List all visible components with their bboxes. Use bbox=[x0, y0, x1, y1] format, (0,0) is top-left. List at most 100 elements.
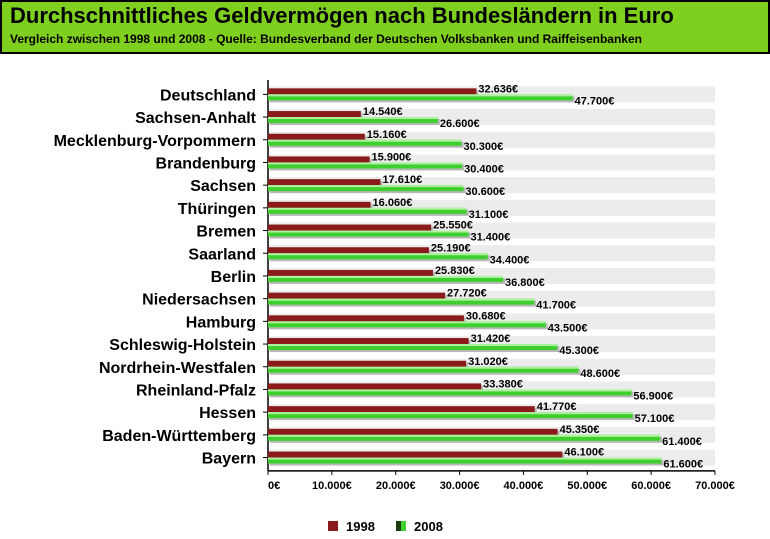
bar-2008 bbox=[268, 162, 463, 169]
bar-2008 bbox=[268, 389, 632, 396]
bar-1998 bbox=[268, 133, 365, 140]
bar-1998 bbox=[268, 451, 563, 458]
value-label-2008: 30.600€ bbox=[465, 186, 505, 198]
legend-swatch-1998 bbox=[328, 521, 338, 531]
bar-1998 bbox=[268, 338, 469, 345]
value-label-1998: 32.636€ bbox=[478, 83, 518, 95]
bar-2008 bbox=[268, 253, 488, 260]
x-tick-label: 0€ bbox=[268, 480, 280, 492]
value-label-2008: 57.100€ bbox=[635, 413, 675, 425]
value-label-1998: 15.900€ bbox=[372, 151, 412, 163]
value-label-1998: 41.770€ bbox=[537, 401, 577, 413]
category-label: Deutschland bbox=[160, 87, 256, 104]
bar-1998 bbox=[268, 88, 477, 95]
value-label-1998: 31.020€ bbox=[468, 356, 508, 368]
category-label: Schleswig-Holstein bbox=[109, 337, 256, 354]
value-label-1998: 17.610€ bbox=[382, 174, 422, 186]
value-label-2008: 61.400€ bbox=[662, 436, 702, 448]
value-label-2008: 56.900€ bbox=[633, 390, 673, 402]
category-label: Thüringen bbox=[178, 201, 256, 218]
value-label-1998: 25.190€ bbox=[431, 242, 471, 254]
bar-1998 bbox=[268, 269, 433, 276]
category-label: Sachsen-Anhalt bbox=[135, 110, 257, 127]
bar-2008 bbox=[268, 457, 662, 464]
bar-1998 bbox=[268, 292, 446, 299]
value-label-2008: 41.700€ bbox=[536, 300, 576, 312]
bar-2008 bbox=[268, 298, 535, 305]
category-label: Saarland bbox=[188, 246, 256, 263]
bar-1998 bbox=[268, 247, 429, 254]
category-label: Nordrhein-Westfalen bbox=[99, 360, 256, 377]
value-label-2008: 30.400€ bbox=[464, 163, 504, 175]
value-label-2008: 45.300€ bbox=[559, 345, 599, 357]
category-label: Bayern bbox=[202, 451, 256, 468]
value-label-1998: 46.100€ bbox=[564, 447, 604, 459]
bar-2008 bbox=[268, 366, 579, 373]
bar-2008 bbox=[268, 275, 503, 282]
bar-2008 bbox=[268, 344, 558, 351]
x-tick-label: 10.000€ bbox=[312, 480, 352, 492]
value-label-2008: 26.600€ bbox=[440, 118, 480, 130]
legend-swatch-2008-shade bbox=[396, 521, 401, 531]
bar-2008-highlight bbox=[268, 162, 463, 165]
bar-2008-highlight bbox=[268, 230, 469, 233]
value-label-1998: 31.420€ bbox=[471, 333, 511, 345]
bar-1998 bbox=[268, 156, 370, 163]
value-label-1998: 16.060€ bbox=[373, 197, 413, 209]
bar-1998 bbox=[268, 428, 558, 435]
bar-1998 bbox=[268, 315, 464, 322]
bar-2008-highlight bbox=[268, 457, 662, 460]
bar-1998 bbox=[268, 111, 361, 118]
value-label-1998: 33.380€ bbox=[483, 378, 523, 390]
bar-2008-highlight bbox=[268, 139, 462, 142]
x-tick-label: 60.000€ bbox=[631, 480, 671, 492]
bar-2008-highlight bbox=[268, 321, 546, 324]
category-label: Hessen bbox=[199, 405, 256, 422]
value-label-2008: 31.100€ bbox=[469, 209, 509, 221]
bar-2008-highlight bbox=[268, 185, 464, 188]
value-label-1998: 45.350€ bbox=[560, 424, 600, 436]
category-label: Baden-Württemberg bbox=[102, 428, 256, 445]
bar-2008-highlight bbox=[268, 344, 558, 347]
bar-2008-highlight bbox=[268, 366, 579, 369]
category-label: Brandenburg bbox=[156, 155, 256, 172]
x-tick-label: 30.000€ bbox=[440, 480, 480, 492]
category-label: Berlin bbox=[211, 269, 256, 286]
category-label: Bremen bbox=[196, 224, 256, 241]
value-label-1998: 15.160€ bbox=[367, 129, 407, 141]
category-label: Rheinland-Pfalz bbox=[136, 382, 256, 399]
bar-1998 bbox=[268, 224, 432, 231]
bar-1998 bbox=[268, 201, 371, 208]
bar-2008 bbox=[268, 321, 546, 328]
chart-title: Durchschnittliches Geldvermögen nach Bun… bbox=[10, 3, 674, 28]
value-label-1998: 14.540€ bbox=[363, 106, 403, 118]
bar-1998 bbox=[268, 383, 482, 390]
value-label-2008: 43.500€ bbox=[548, 322, 588, 334]
bar-2008-highlight bbox=[268, 207, 467, 210]
value-label-1998: 27.720€ bbox=[447, 288, 487, 300]
x-tick-label: 40.000€ bbox=[504, 480, 544, 492]
bar-1998 bbox=[268, 179, 381, 186]
category-label: Hamburg bbox=[186, 314, 256, 331]
value-label-2008: 30.300€ bbox=[463, 141, 503, 153]
bar-2008-highlight bbox=[268, 275, 503, 278]
value-label-2008: 31.400€ bbox=[471, 232, 511, 244]
bar-2008 bbox=[268, 139, 462, 146]
x-tick-label: 20.000€ bbox=[376, 480, 416, 492]
value-label-2008: 36.800€ bbox=[505, 277, 545, 289]
category-label: Mecklenburg-Vorpommern bbox=[54, 133, 256, 150]
bar-2008 bbox=[268, 434, 661, 441]
category-label: Niedersachsen bbox=[142, 292, 256, 309]
bar-2008 bbox=[268, 207, 467, 214]
bar-2008-highlight bbox=[268, 117, 438, 120]
value-label-2008: 61.600€ bbox=[663, 459, 703, 471]
bar-2008 bbox=[268, 185, 464, 192]
value-label-2008: 48.600€ bbox=[580, 368, 620, 380]
category-label: Sachsen bbox=[190, 178, 256, 195]
bar-2008 bbox=[268, 230, 469, 237]
x-tick-label: 70.000€ bbox=[695, 480, 735, 492]
bar-2008-highlight bbox=[268, 253, 488, 256]
bar-2008-highlight bbox=[268, 434, 661, 437]
bar-1998 bbox=[268, 360, 467, 367]
bar-2008-highlight bbox=[268, 94, 573, 97]
